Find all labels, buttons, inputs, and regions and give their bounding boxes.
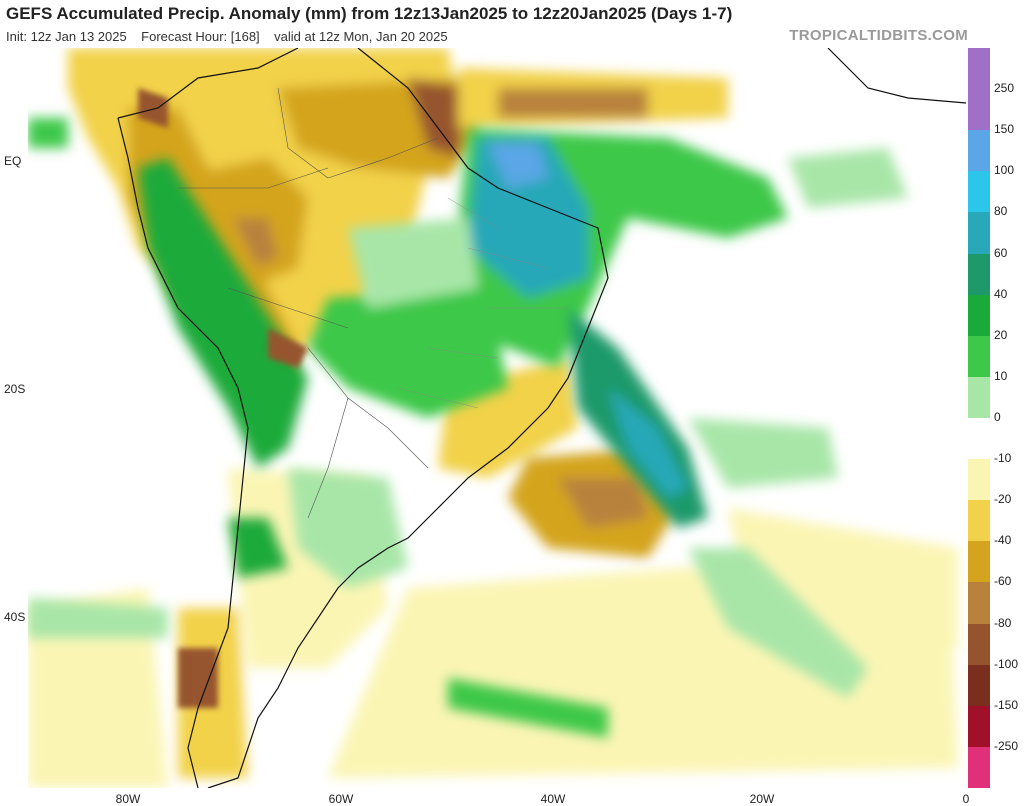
lon-label-60w: 60W [328,792,354,806]
colorbar-label: -60 [994,574,1012,589]
colorbar-segment [968,376,990,419]
colorbar-label: -150 [994,697,1019,712]
colorbar-segment [968,212,990,255]
colorbar-segment [968,541,990,583]
dry-core-atlantic-north [498,88,648,118]
colorbar-segment [968,746,990,789]
lat-label-40s: 40S [4,610,26,624]
africa-coastline [827,48,966,104]
colorbar-segment [968,335,990,378]
colorbar [968,48,990,789]
wet-light-atlantic-east [688,418,838,488]
colorbar-label: -80 [994,615,1012,630]
dry-accent-patagonia [178,648,218,708]
colorbar-label: 250 [994,81,1015,96]
country-borders [178,87,568,519]
wet-band-south-atlantic [688,548,868,698]
lat-label-eq: EQ [4,154,22,168]
colorbar-segment [968,705,990,748]
dry-region-guiana [408,78,468,158]
wet-andes-strip [138,158,308,468]
colorbar-segment [968,664,990,707]
wet-west-pacific-strip [28,598,168,638]
colorbar-segment [968,48,990,90]
map-title: GEFS Accumulated Precip. Anomaly (mm) fr… [6,4,733,23]
map-subtitle: Init: 12z Jan 13 2025 Forecast Hour: [16… [6,29,448,44]
wet-inland-light [348,218,478,308]
colorbar-segment [968,294,990,337]
lat-label-20s: 20S [4,382,26,396]
lon-label-20w: 20W [749,792,775,806]
brand-watermark[interactable]: TROPICALTIDBITS.COM [789,27,968,44]
colorbar-segment [968,253,990,296]
forecast-hour: Forecast Hour: [168] [141,29,260,44]
wet-peak-coast [488,143,548,188]
colorbar-segment [968,459,990,501]
colorbar-label: -250 [994,738,1019,753]
colorbar-label: 80 [994,204,1008,219]
wet-east-tropical [788,148,908,208]
valid-time: valid at 12z Mon, Jan 20 2025 [274,29,448,44]
colorbar-segment [968,500,990,542]
coastlines [117,48,966,788]
wet-inland-brazil [308,288,508,418]
wet-streak-south [448,678,608,738]
colorbar-segment [968,623,990,666]
colorbar-label: 60 [994,245,1008,260]
lon-label-40w: 40W [540,792,566,806]
colorbar-label: -10 [994,451,1012,466]
map-canvas [28,48,966,788]
wet-argentina-south [228,518,288,578]
dry-south-atlantic-core [558,478,648,528]
precip-anomaly-map [28,48,966,788]
colorbar-label: 10 [994,368,1008,383]
colorbar-label: 100 [994,163,1015,178]
init-time: Init: 12z Jan 13 2025 [6,29,127,44]
colorbar-label: 40 [994,286,1008,301]
lon-label-0: 0 [962,792,970,806]
colorbar-label: 20 [994,327,1008,342]
wet-sacz-core [608,388,688,498]
colorbar-label: -100 [994,656,1019,671]
colorbar-segment [968,130,990,172]
wet-south-brazil [288,468,408,588]
border-lines [178,87,439,519]
lon-label-80w: 80W [115,792,141,806]
wet-core-northeast-brazil [468,138,588,298]
state-borders [397,197,568,409]
colorbar-label: 150 [994,122,1015,137]
dry-accent-andes-north [138,88,168,128]
colorbar-label: 0 [994,410,1001,424]
south-america-coastline [117,48,609,788]
wet-north-pacific [28,118,68,148]
colorbar-label: -20 [994,492,1012,507]
dry-accent-andes-central [268,328,308,368]
colorbar-segment [968,171,990,213]
dry-accents [138,88,308,708]
colorbar-label: -40 [994,533,1012,548]
colorbar-segment [968,418,990,460]
colorbar-segment [968,582,990,625]
colorbar-segment [968,89,990,131]
